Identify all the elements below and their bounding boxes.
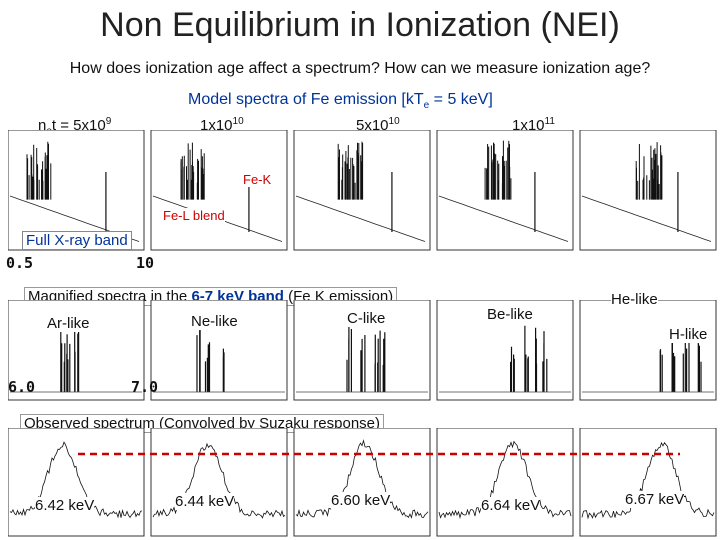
ion-he-like: He-like xyxy=(611,291,658,308)
emission-lines xyxy=(346,326,386,392)
full-band-spectra-row xyxy=(8,130,717,251)
observed-curve xyxy=(9,441,143,519)
panel-frame xyxy=(150,428,288,537)
fe-l-lines xyxy=(26,141,52,200)
model-spectra-title: Model spectra of Fe emission [kTe = 5 ke… xyxy=(188,91,493,112)
axis-high-magnified: 7.0 xyxy=(131,378,159,396)
full-band-panel xyxy=(579,130,717,251)
axis-low-full: 0.5 xyxy=(6,254,34,272)
continuum-line xyxy=(581,195,712,242)
observed-panel xyxy=(579,428,717,537)
emission-lines xyxy=(659,326,702,392)
observed-spectra-row xyxy=(8,428,717,537)
ion-be-like: Be-like xyxy=(487,306,533,323)
observed-panel xyxy=(8,428,145,537)
observed-curve xyxy=(581,441,715,520)
fe-l-lines xyxy=(180,142,205,200)
slide-title: Non Equilibrium in Ionization (NEI) xyxy=(100,6,620,44)
observed-panel xyxy=(293,428,431,537)
observed-panel xyxy=(436,428,574,537)
observed-energy-2: 6.44 keV xyxy=(175,493,235,510)
observed-energy-5: 6.67 keV xyxy=(625,491,685,508)
fe-l-lines xyxy=(635,142,663,200)
fe-l-lines xyxy=(337,141,364,200)
fe-k-label: Fe-K xyxy=(243,172,272,187)
emission-lines xyxy=(510,325,548,392)
full-band-panel xyxy=(293,130,431,251)
fe-l-lines xyxy=(484,140,512,200)
full-band-panel xyxy=(8,130,145,251)
continuum-line xyxy=(295,195,426,242)
full-band-panel xyxy=(150,130,288,251)
panel-frame xyxy=(579,300,717,401)
ion-c-like: C-like xyxy=(347,310,386,327)
magnified-spectra-row xyxy=(8,300,717,401)
full-band-panel xyxy=(436,130,574,251)
axis-low-magnified: 6.0 xyxy=(8,378,36,396)
magnified-panel xyxy=(579,300,717,401)
ion-ar-like: Ar-like xyxy=(47,315,90,332)
full-band-label: Full X-ray band xyxy=(22,231,132,250)
panel-frame xyxy=(8,428,145,537)
observed-curve xyxy=(152,442,286,519)
observed-energy-3: 6.60 keV xyxy=(331,492,391,509)
ion-h-like: H-like xyxy=(669,326,708,343)
emission-lines xyxy=(196,325,225,392)
panel-frame xyxy=(293,428,431,537)
observed-energy-1: 6.42 keV xyxy=(35,497,95,514)
slide-subtitle: How does ionization age affect a spectru… xyxy=(69,60,651,77)
ion-ne-like: Ne-like xyxy=(191,313,238,330)
panel-frame xyxy=(579,130,717,251)
panel-frame xyxy=(150,130,288,251)
panel-frame xyxy=(579,428,717,537)
observed-panel xyxy=(150,428,288,537)
emission-lines xyxy=(60,328,80,392)
observed-energy-4: 6.64 keV xyxy=(481,497,541,514)
observed-curve xyxy=(295,439,429,519)
panel-frame xyxy=(436,428,574,537)
axis-high-full: 10 xyxy=(136,254,155,272)
continuum-line xyxy=(438,195,569,242)
fe-l-label: Fe-L blend xyxy=(163,208,225,223)
